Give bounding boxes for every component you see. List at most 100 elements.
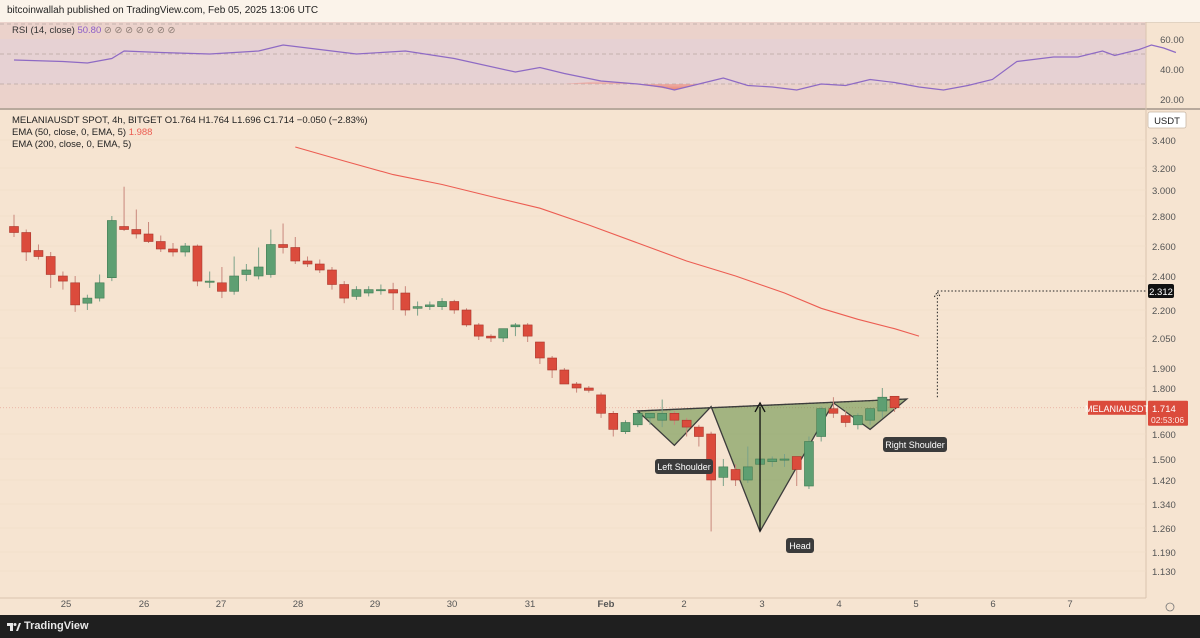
time-axis-tick: 29 bbox=[370, 599, 381, 610]
candle bbox=[253, 247, 264, 280]
rsi-axis-tick-60: 60.00 bbox=[1160, 35, 1184, 46]
candle-body bbox=[877, 396, 888, 412]
candle-body bbox=[400, 292, 411, 311]
candle bbox=[339, 281, 350, 304]
candle bbox=[425, 301, 435, 310]
candle bbox=[461, 308, 472, 327]
candle bbox=[889, 395, 900, 412]
candle-body bbox=[473, 324, 484, 337]
price-chart[interactable]: 60.00 40.00 20.00 3.400 3.200 3.000 2.800 2.600… bbox=[0, 22, 1200, 615]
candle bbox=[498, 328, 509, 342]
candle-body bbox=[461, 309, 472, 326]
candle bbox=[681, 417, 692, 437]
candle bbox=[449, 299, 460, 314]
last-symbol-label: MELANIAUSDT bbox=[1085, 404, 1150, 414]
candle-body bbox=[889, 395, 900, 409]
candle bbox=[9, 214, 19, 237]
candle bbox=[58, 271, 68, 290]
candle-body bbox=[449, 301, 460, 311]
candle bbox=[828, 397, 839, 418]
candle-body bbox=[94, 282, 105, 299]
candle bbox=[791, 456, 802, 486]
price-axis-tick: 1.260 bbox=[1152, 524, 1176, 535]
candle-body bbox=[266, 244, 276, 275]
candle bbox=[767, 456, 778, 467]
candle bbox=[33, 244, 44, 260]
candle bbox=[522, 323, 533, 342]
candle bbox=[706, 431, 716, 532]
time-axis-tick: 31 bbox=[525, 599, 536, 610]
candle bbox=[82, 294, 93, 310]
last-price-tag bbox=[1148, 400, 1188, 426]
price-axis-tick: 2.200 bbox=[1152, 306, 1176, 317]
price-axis-tick: 2.800 bbox=[1152, 212, 1176, 223]
time-axis-tick: 3 bbox=[759, 599, 764, 610]
time-axis-tick: 7 bbox=[1067, 599, 1072, 610]
candle bbox=[840, 411, 851, 428]
right-shoulder-badge-bg bbox=[883, 437, 947, 452]
candle-body bbox=[351, 289, 362, 297]
candle-body bbox=[155, 241, 166, 250]
head-label: Head bbox=[789, 541, 811, 551]
candle bbox=[535, 341, 545, 364]
candle-body bbox=[9, 226, 19, 233]
candle-body bbox=[730, 469, 741, 481]
rsi-axis-tick-20: 20.00 bbox=[1160, 95, 1184, 106]
candle-body bbox=[559, 369, 570, 385]
countdown-label: 02:53:06 bbox=[1151, 415, 1184, 425]
candle-body bbox=[412, 306, 423, 309]
candle bbox=[473, 323, 484, 340]
candle bbox=[217, 267, 227, 299]
candle-body bbox=[498, 328, 509, 339]
candle bbox=[853, 413, 863, 430]
candle bbox=[657, 399, 667, 428]
candle-body bbox=[694, 426, 704, 437]
candle bbox=[21, 229, 32, 261]
time-axis-tick: 27 bbox=[216, 599, 227, 610]
price-axis-tick: 2.050 bbox=[1152, 334, 1176, 345]
candle bbox=[119, 186, 129, 231]
rsi-legend-name: RSI (14, close) bbox=[12, 25, 77, 36]
time-axis-tick: 26 bbox=[139, 599, 150, 610]
candle bbox=[131, 209, 142, 239]
left-shoulder-badge-bg bbox=[655, 459, 713, 474]
candle-body bbox=[437, 301, 447, 307]
right-shoulder-badge: Right Shoulder bbox=[883, 437, 947, 452]
candle bbox=[155, 235, 166, 252]
candle bbox=[730, 464, 741, 486]
candle-body bbox=[363, 289, 374, 294]
time-axis-tick: 6 bbox=[990, 599, 995, 610]
price-axis-tick: 1.600 bbox=[1152, 430, 1176, 441]
candle-body bbox=[339, 284, 350, 299]
candle-body bbox=[241, 269, 252, 275]
ema50-legend-name: EMA (50, close, 0, EMA, 5) bbox=[12, 127, 129, 138]
candle-body bbox=[840, 415, 851, 423]
candle-body bbox=[791, 456, 802, 470]
candle bbox=[437, 298, 447, 310]
candle-body bbox=[584, 387, 594, 391]
candle bbox=[608, 411, 619, 437]
head-measure-arrowhead bbox=[754, 401, 766, 413]
candle bbox=[168, 243, 178, 257]
candle bbox=[510, 323, 521, 337]
target-arrowhead bbox=[933, 290, 941, 298]
candle bbox=[669, 411, 680, 425]
candle bbox=[400, 286, 411, 316]
candle bbox=[266, 229, 276, 278]
candle bbox=[180, 243, 191, 257]
candle-body bbox=[376, 289, 386, 292]
neckline bbox=[637, 398, 907, 412]
candle bbox=[45, 252, 56, 288]
head-badge: Head bbox=[786, 538, 814, 553]
candle bbox=[645, 412, 655, 425]
candle bbox=[351, 286, 362, 300]
left-shoulder-badge: Left Shoulder bbox=[655, 459, 713, 474]
candle-body bbox=[253, 266, 264, 277]
candle-body bbox=[742, 466, 753, 481]
candle-body bbox=[33, 250, 44, 257]
tradingview-logo-icon: TV bbox=[7, 623, 21, 631]
candle-body bbox=[229, 275, 239, 292]
right-shoulder-label: Right Shoulder bbox=[885, 440, 945, 450]
candle-body bbox=[302, 260, 313, 265]
publish-info-text: bitcoinwallah published on TradingView.c… bbox=[7, 5, 319, 16]
